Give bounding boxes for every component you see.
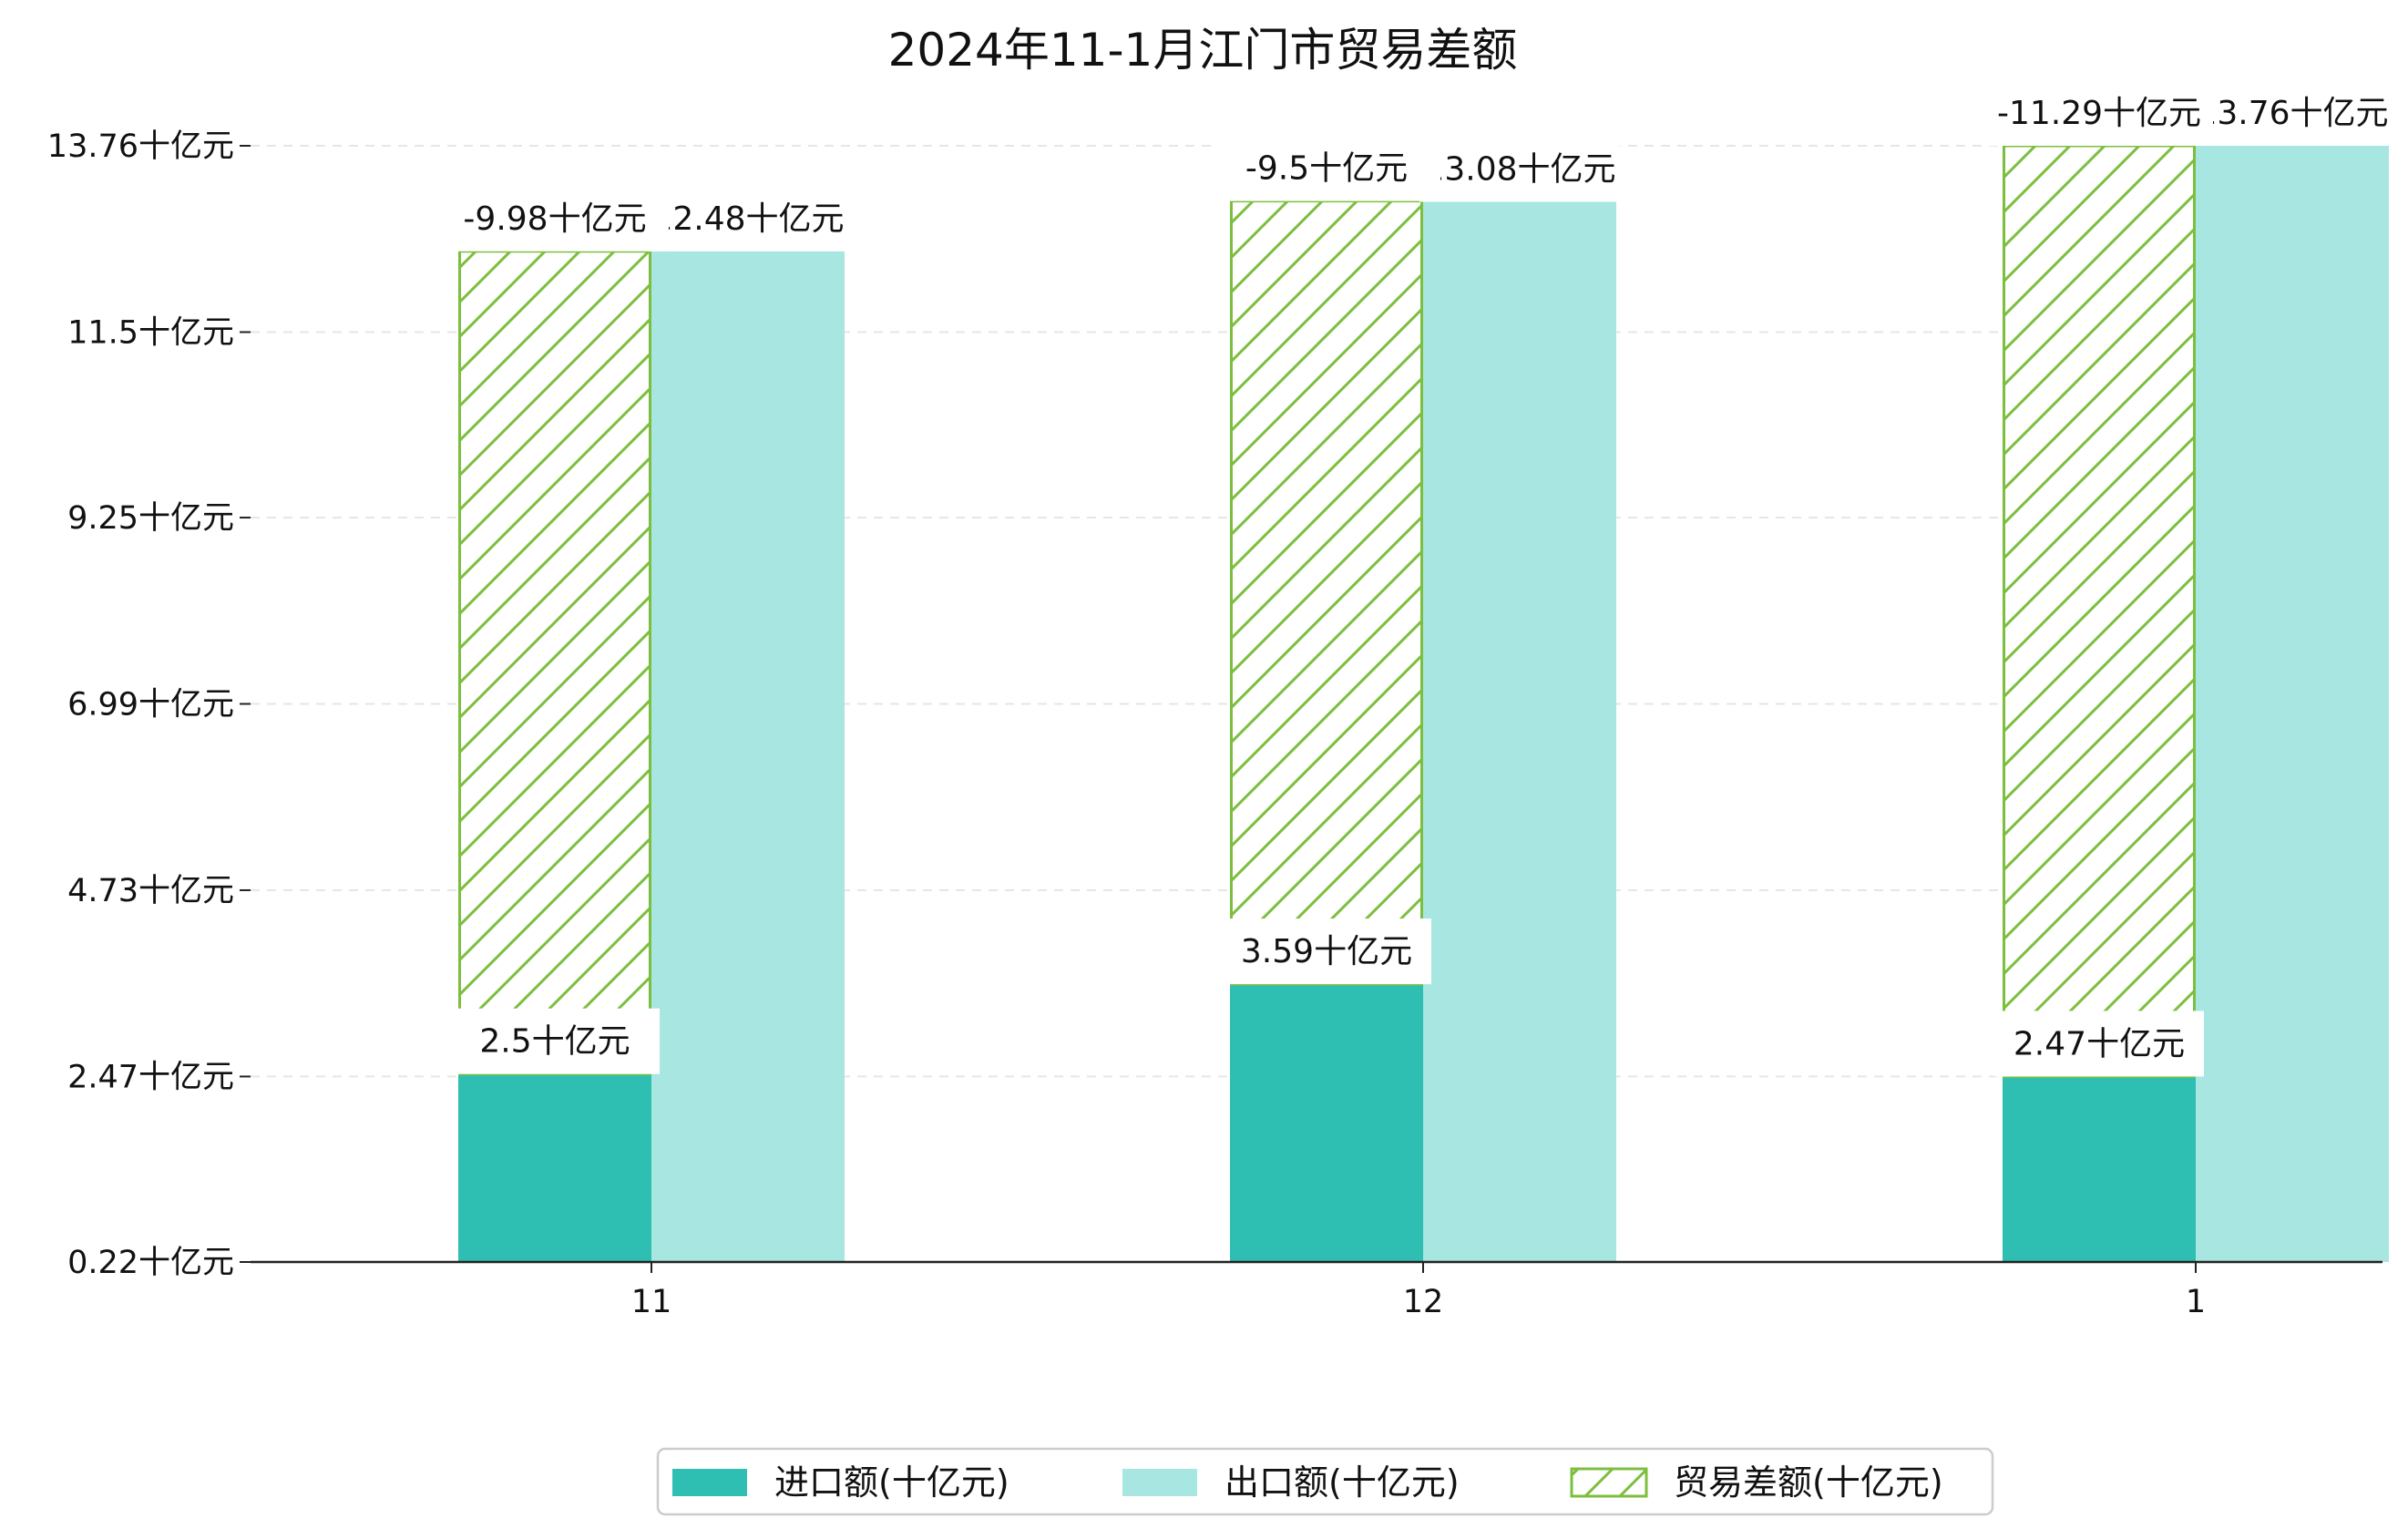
balance-value-label-bg (1985, 80, 2213, 146)
import-bar (2003, 1076, 2196, 1262)
y-tick-label: 11.5十亿元 (67, 314, 234, 351)
balance-value-label: -9.98十亿元 (463, 200, 646, 238)
y-tick-label: 13.76十亿元 (47, 128, 234, 165)
y-tick-label: 0.22十亿元 (67, 1245, 234, 1281)
axes: 0.22十亿元 2.47十亿元 4.73十亿元 6.99十亿元 9.25十亿元 11.5十… (47, 128, 2382, 1320)
legend-balance-label: 贸易差额(十亿元) (1674, 1462, 1943, 1503)
import-value-label-bg (450, 1008, 660, 1074)
balance-value-label: -9.5十亿元 (1245, 150, 1408, 188)
legend-balance-swatch (1570, 1467, 1648, 1498)
export-value-label-bg (648, 185, 848, 251)
legend-export-label: 出口额(十亿元) (1224, 1462, 1460, 1503)
import-value-label-bg (1994, 1011, 2204, 1077)
x-tick-label: 12 (1403, 1284, 1444, 1320)
import-bar (1230, 984, 1423, 1262)
export-value-label-bg (2192, 80, 2393, 146)
balance-value-label-bg (1213, 135, 1440, 201)
balance-bar (458, 250, 651, 1076)
y-tick-label: 4.73十亿元 (67, 873, 234, 909)
y-tick-label: 2.47十亿元 (67, 1059, 234, 1095)
y-tick-label: 9.25十亿元 (67, 500, 234, 537)
legend-export-swatch (1122, 1469, 1197, 1496)
legend-import-swatch (672, 1469, 747, 1496)
export-value-label: 13.76十亿元 (2196, 95, 2388, 132)
chart-title: 2024年11-1月江门市贸易差额 (888, 24, 1518, 77)
data-labels: 12.48十亿元-9.98十亿元 2.5十亿元 13.08十亿元 -9.5十亿元 3.5… (441, 80, 2393, 1077)
bars (458, 144, 2389, 1262)
balance-value-label: -11.29十亿元 (1997, 95, 2201, 132)
x-tick-label: 11 (631, 1284, 672, 1320)
import-value-label-bg (1222, 918, 1431, 985)
legend-box (656, 1447, 1994, 1516)
import-value-label: 2.5十亿元 (479, 1023, 630, 1061)
balance-bar (1230, 200, 1423, 986)
y-tick-label: 6.99十亿元 (67, 687, 234, 723)
x-tick-label: 1 (2186, 1284, 2206, 1320)
legend: 进口额(十亿元) 出口额(十亿元) 贸易差额(十亿元) (656, 1447, 1994, 1516)
export-bar (651, 251, 845, 1262)
balance-bar (2003, 144, 2196, 1078)
export-value-label: 12.48十亿元 (651, 200, 844, 238)
balance-value-label-bg (441, 185, 669, 251)
import-bar (458, 1073, 651, 1262)
import-value-label: 2.47十亿元 (2013, 1025, 2185, 1062)
export-bar (1423, 201, 1616, 1262)
import-value-label: 3.59十亿元 (1241, 933, 1412, 970)
export-value-label-bg (1419, 136, 1620, 202)
export-value-label: 13.08十亿元 (1423, 151, 1615, 189)
export-bar (2196, 146, 2389, 1262)
legend-import-label: 进口额(十亿元) (774, 1462, 1009, 1503)
